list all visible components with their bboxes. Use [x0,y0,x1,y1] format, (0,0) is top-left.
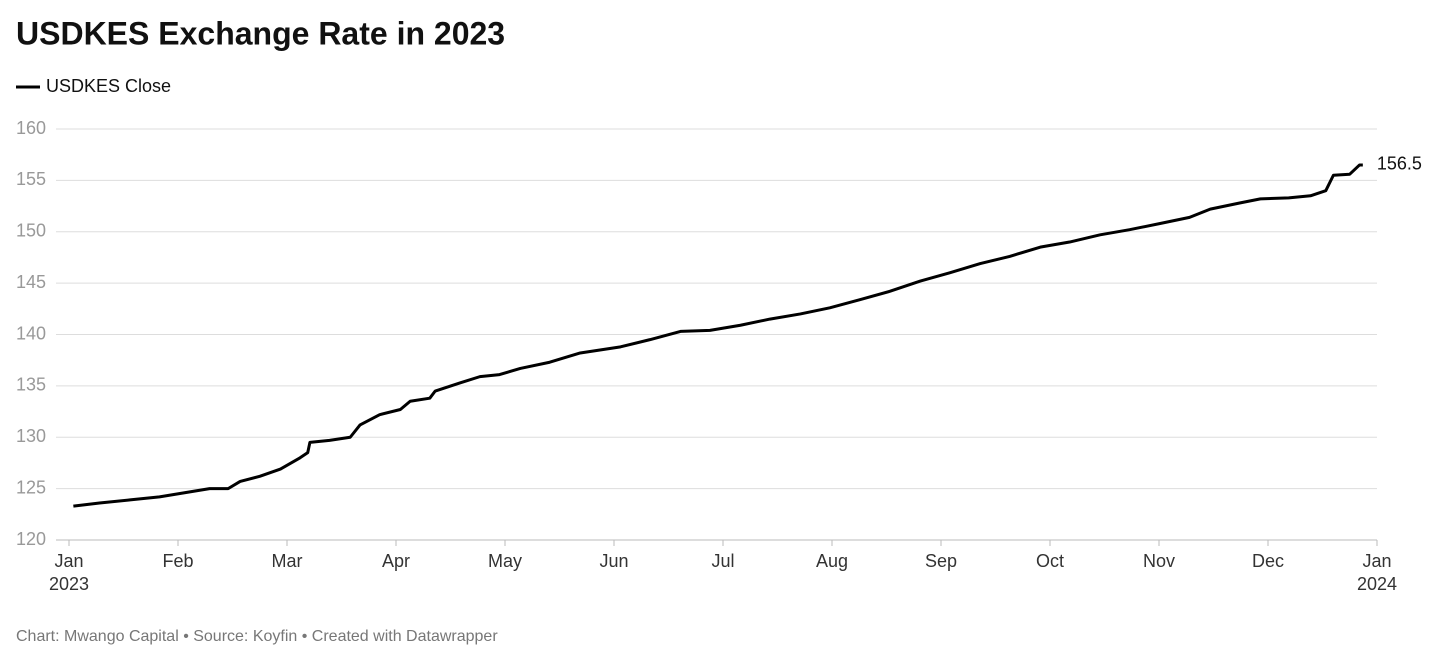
end-value-label: 156.5 [1377,154,1422,174]
x-tick-label: Dec [1251,551,1284,571]
y-tick-label: 155 [16,169,46,189]
x-tick-label: Aug [815,551,849,571]
y-tick-label: 130 [16,426,46,446]
x-tick-label: Feb [162,551,194,571]
data-line [73,163,1363,508]
x-tick-label: Apr [381,551,410,571]
y-tick-label: 145 [16,272,46,292]
x-tick-label: Sep [924,551,958,571]
chart-title: USDKES Exchange Rate in 2023 [16,15,505,51]
x-tick-label: Mar [271,551,303,571]
x-tick-label: Oct [1035,551,1064,571]
y-tick-label: 120 [16,529,46,549]
x-tick-label: Jul [711,551,735,571]
x-tick-label: Nov [1142,551,1175,571]
y-tick-label: 150 [16,221,46,241]
y-tick-label: 140 [16,323,46,343]
x-tick-label: Jan 2023 [48,551,90,594]
y-tick-label: 135 [16,375,46,395]
x-tick-label: May [487,551,522,571]
x-tick-label: Jan 2024 [1356,551,1398,594]
y-tick-label: 125 [16,477,46,497]
source-note: Chart: Mwango Capital • Source: Koyfin •… [16,628,498,645]
legend-label: USDKES Close [46,76,171,96]
x-tick-label: Jun [599,551,629,571]
y-tick-label: 160 [16,118,46,138]
